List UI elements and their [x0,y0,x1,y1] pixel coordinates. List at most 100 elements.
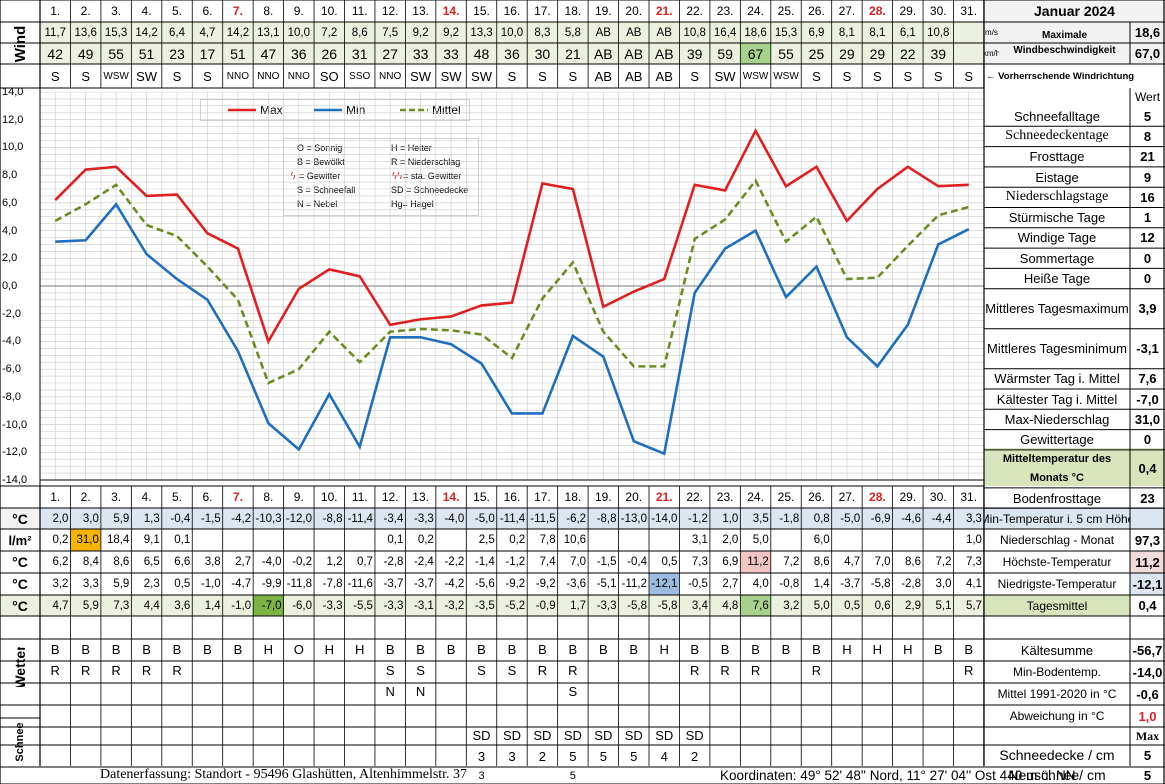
table-row-label: Min-Temperatur i. 5 cm Höhe [984,511,1130,526]
y-tick-label: -4,0 [2,335,21,348]
weather-symbol: SD [685,728,704,743]
wind-kmh: 22 [900,45,916,62]
wind-direction: NNO [257,70,280,82]
y-tick-label: 4,0 [2,224,18,237]
stat-label: Kältester Tag i. Mittel [996,391,1118,407]
day-header-lower: 25. [777,490,795,504]
day-header-lower: 4. [141,490,152,504]
day-header-lower: 20. [625,490,643,504]
day-header: 26. [808,4,825,18]
day-header: 27. [838,4,856,18]
table-cell-bodenfrost: -0,4 [170,512,191,525]
wind-direction: S [812,68,821,84]
table-cell-bodenfrost: -1,8 [779,512,800,525]
wind-direction: SW [471,68,492,84]
wind-direction: S [568,68,578,84]
mean-low-highlight-cell [253,595,284,616]
table-cell-mittel: -3,3 [322,599,343,612]
wind-direction: SO [319,68,339,84]
table-cell-bodenfrost: -6,9 [870,512,891,525]
table-cell-mittel: 5,1 [935,599,952,612]
table-cell-mittel: 4,8 [722,599,739,612]
weather-symbol: B [781,642,791,657]
stat-value: 31,0 [1134,411,1161,427]
weather-symbol: SD [563,728,582,743]
weather-symbol: SD [472,728,491,743]
table-cell-mittel: -3,3 [383,599,404,612]
wind-kmh: 51 [230,45,246,62]
weather-symbol: R [80,663,91,678]
weather-symbol: B [964,642,974,657]
table-cell-bodenfrost: 5,9 [113,512,130,525]
table-cell-bodenfrost: 1,0 [722,512,739,525]
unit-label: °C [12,576,28,592]
wind-max-ms: 18,6 [1134,25,1161,40]
y-tick-label: 14,0 [2,86,24,98]
day-header: 8. [263,4,274,18]
series-line-mittel [54,178,970,385]
wind-direction: SW [136,68,158,84]
table-cell-mittel: 1,4 [204,599,221,612]
snow-depth: 5 [630,748,638,764]
wind-direction: SW [410,68,432,84]
wind-direction: S [690,68,699,84]
table-cell-max: 0,5 [661,556,678,568]
table-cell-min: -3,7 [840,578,861,590]
table-cell-min: 4,1 [965,578,982,590]
weather-symbol: S [385,663,395,678]
table-cell-max: -1,5 [596,556,617,568]
weather-symbol: SD [594,728,613,743]
weather-stat-value: -14,0 [1132,664,1163,680]
stat-label: Mittleres Tagesminimum [987,341,1127,357]
wind-ms: AB [656,26,672,39]
wind-kmh: AB [624,45,644,62]
y-tick-label: 8,0 [2,169,18,182]
wind-ms: 8,6 [351,26,368,39]
footer-right: Koordinaten: 49° 52' 48'' Nord, 11° 27' … [720,767,1076,783]
weather-symbol: B [203,642,212,657]
wind-kmh: AB [654,45,674,62]
table-cell-max: -2,2 [444,556,465,568]
table-cell-mittel: 3,2 [783,599,800,612]
table-cell-max: 8,4 [82,556,99,568]
snow-depth: 5 [599,748,607,764]
stat-band-mean [984,595,1130,616]
wind-ms: 8,1 [869,26,886,39]
wind-ms: 10,8 [927,26,950,39]
weather-symbol: H [903,642,913,657]
day-header-lower: 3. [111,490,122,504]
table-cell-min: -4,2 [444,578,465,590]
table-row-label: Höchste-Temperatur [1002,555,1112,569]
wind-direction: AB [625,68,643,84]
day-header: 23. [716,4,734,18]
table-cell-min: 5,9 [113,578,130,590]
table-cell-niederschlag: 10,6 [563,534,587,546]
table-cell-min: 3,3 [82,578,99,590]
snow-depth: 3 [508,748,516,764]
wind-kmh: 51 [138,45,155,62]
table-cell-mittel: -3,3 [596,599,617,612]
table-cell-max: 11,2 [747,556,769,568]
table-cell-max: 7,3 [965,556,982,568]
day-header-lower: 23. [716,490,734,504]
weather-symbol: R [811,663,822,678]
wind-direction: S [964,68,974,84]
stat-value: 0 [1143,271,1152,287]
wind-kmh: 59 [717,45,733,62]
table-cell-max: 8,6 [813,556,830,568]
stat-value: 3,9 [1138,301,1157,317]
weather-symbol: H [263,642,274,657]
snow-depth: 3 [477,748,486,764]
snow-stat-value: 5 [1143,747,1152,763]
table-cell-bodenfrost: 1,3 [143,512,160,525]
stat-value: 8 [1143,128,1152,144]
wind-kmh: 17 [199,45,216,62]
wind-ms: 9,2 [443,26,460,39]
wind-kmh: 55 [108,45,124,62]
table-cell-min: 1,4 [813,578,830,590]
stat-value: 0 [1143,250,1152,266]
table-cell-bodenfrost: -6,2 [566,512,587,525]
table-cell-mittel: -3,5 [474,599,495,612]
stat-value: 0 [1143,432,1152,448]
wind-max-label: Maximale Windbeschwindigkeit [1013,30,1116,56]
